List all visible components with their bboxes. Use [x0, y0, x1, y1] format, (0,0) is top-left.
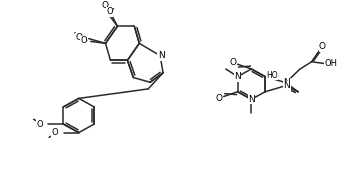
- Text: HO: HO: [266, 70, 278, 80]
- Text: O: O: [36, 120, 43, 129]
- Text: O: O: [106, 7, 113, 17]
- Text: O: O: [75, 33, 82, 42]
- Text: O: O: [319, 42, 326, 51]
- Text: N: N: [248, 95, 255, 104]
- Text: N: N: [283, 78, 290, 87]
- Text: OH: OH: [325, 59, 338, 68]
- Text: N: N: [283, 81, 290, 90]
- Text: N: N: [234, 72, 241, 81]
- Text: O: O: [80, 36, 87, 45]
- Text: N: N: [158, 51, 164, 60]
- Text: O: O: [52, 128, 58, 137]
- Text: O: O: [215, 94, 222, 103]
- Text: O: O: [101, 1, 108, 10]
- Text: O: O: [229, 58, 236, 67]
